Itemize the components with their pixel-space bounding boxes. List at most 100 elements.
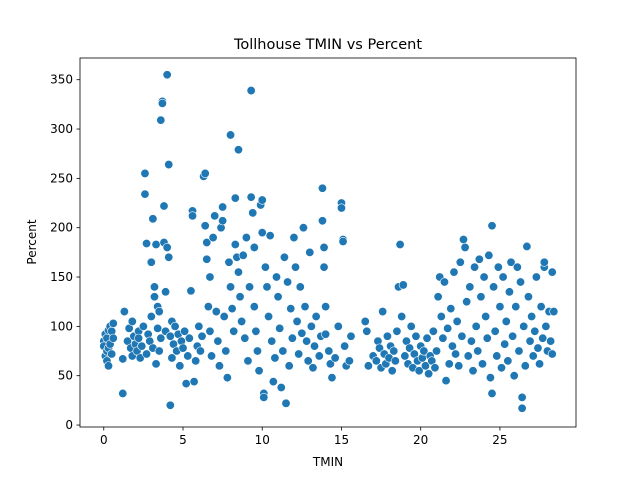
data-point xyxy=(208,233,218,243)
data-point xyxy=(489,282,499,292)
data-point xyxy=(538,333,548,343)
data-point xyxy=(159,201,169,211)
data-point xyxy=(405,343,415,353)
x-axis-ticks: 0 5 10 15 20 25 xyxy=(100,427,508,447)
data-point xyxy=(226,282,236,292)
data-point xyxy=(447,341,457,351)
data-point xyxy=(119,307,129,317)
data-point xyxy=(449,267,459,277)
data-point xyxy=(189,377,199,387)
data-point xyxy=(319,242,329,252)
data-point xyxy=(165,331,175,341)
data-point xyxy=(265,231,275,241)
data-point xyxy=(107,349,117,359)
data-point xyxy=(310,341,320,351)
data-point xyxy=(200,168,210,178)
data-point xyxy=(214,361,224,371)
data-point xyxy=(175,361,185,371)
data-point xyxy=(292,316,302,326)
data-point xyxy=(287,333,297,343)
data-point xyxy=(142,238,152,248)
data-point xyxy=(270,353,280,363)
data-point xyxy=(314,351,324,361)
x-tick-label: 15 xyxy=(334,433,349,447)
data-point xyxy=(549,307,559,317)
data-point xyxy=(213,336,223,346)
data-point xyxy=(536,302,546,312)
data-point xyxy=(473,346,483,356)
data-point xyxy=(455,257,465,267)
data-point xyxy=(363,361,373,371)
data-point xyxy=(330,353,340,363)
data-point xyxy=(186,286,196,296)
data-point xyxy=(411,331,421,341)
data-point xyxy=(327,373,337,383)
data-point xyxy=(430,363,440,373)
data-point xyxy=(146,257,156,267)
data-point xyxy=(200,221,210,231)
plot-frame xyxy=(79,57,577,428)
data-point xyxy=(395,239,405,249)
data-point xyxy=(530,326,540,336)
data-point xyxy=(154,307,164,317)
data-point xyxy=(443,323,453,333)
data-point xyxy=(194,321,204,331)
data-point xyxy=(148,214,158,224)
data-point xyxy=(289,233,299,243)
data-point xyxy=(436,311,446,321)
data-point xyxy=(202,238,212,248)
data-point xyxy=(229,326,239,336)
data-point xyxy=(484,250,494,260)
data-point xyxy=(462,297,472,307)
data-point xyxy=(180,326,190,336)
data-point xyxy=(246,86,256,96)
data-point xyxy=(360,316,370,326)
data-point xyxy=(333,321,343,331)
data-point xyxy=(140,189,150,199)
data-point xyxy=(252,346,262,356)
data-point xyxy=(482,333,492,343)
data-point xyxy=(161,287,171,297)
data-point xyxy=(233,145,243,155)
data-point xyxy=(283,277,293,287)
y-tick-label: 150 xyxy=(50,270,73,284)
data-point xyxy=(433,292,443,302)
data-point xyxy=(428,326,438,336)
data-point xyxy=(104,361,114,371)
data-point xyxy=(248,208,258,218)
data-point xyxy=(286,304,296,314)
data-point xyxy=(508,331,518,341)
data-point xyxy=(497,363,507,373)
data-point xyxy=(249,242,259,252)
y-tick-label: 300 xyxy=(50,122,73,136)
data-point xyxy=(219,311,229,321)
data-point xyxy=(259,392,269,402)
data-point xyxy=(501,316,511,326)
y-tick-label: 0 xyxy=(65,418,73,432)
data-point xyxy=(298,223,308,233)
y-tick-label: 50 xyxy=(58,369,73,383)
data-point xyxy=(490,326,500,336)
data-point xyxy=(191,356,201,366)
data-point xyxy=(336,203,346,213)
data-point xyxy=(531,272,541,282)
data-point xyxy=(235,292,245,302)
data-point xyxy=(240,333,250,343)
data-point xyxy=(264,311,274,321)
data-point xyxy=(254,366,264,376)
data-point xyxy=(519,321,529,331)
data-point xyxy=(528,351,538,361)
data-point xyxy=(188,211,198,221)
data-point xyxy=(460,242,470,252)
data-point xyxy=(492,351,502,361)
data-point xyxy=(476,292,486,302)
data-point xyxy=(541,321,551,331)
data-point xyxy=(344,356,354,366)
data-point xyxy=(547,267,557,277)
data-point xyxy=(230,239,240,249)
data-point xyxy=(493,262,503,272)
data-point xyxy=(246,192,256,202)
data-point xyxy=(211,307,221,317)
x-tick-label: 0 xyxy=(100,433,108,447)
